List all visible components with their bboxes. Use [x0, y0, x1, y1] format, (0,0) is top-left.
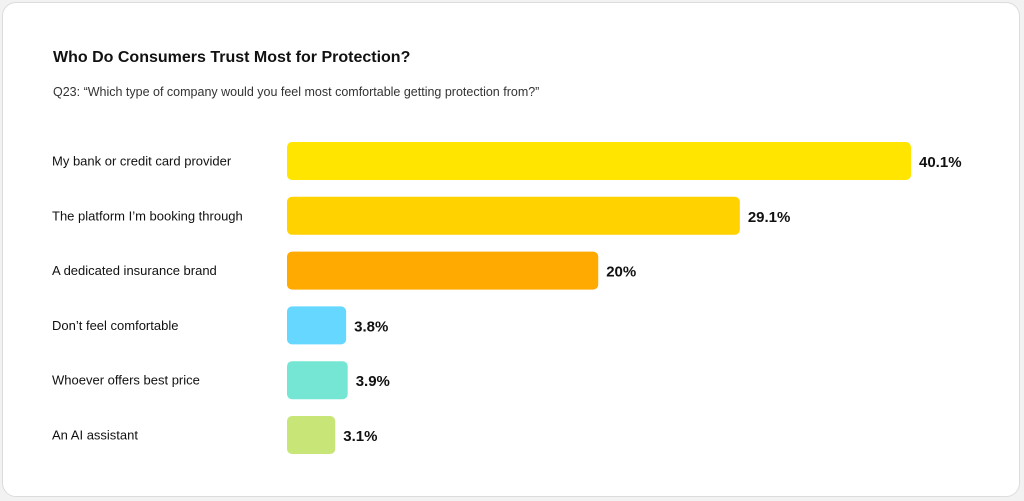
value-label: 3.1% [343, 428, 377, 445]
value-label: 20% [606, 264, 636, 281]
category-label: My bank or credit card provider [52, 154, 232, 169]
category-label: A dedicated insurance brand [52, 263, 217, 278]
bar [287, 416, 336, 454]
bar [287, 142, 911, 180]
bar [287, 361, 348, 400]
value-label: 3.9% [356, 373, 390, 390]
category-label: An AI assistant [52, 428, 138, 443]
category-label: The platform I’m booking through [52, 208, 243, 223]
value-label: 3.8% [354, 318, 388, 335]
bar [287, 306, 347, 345]
category-label: Don’t feel comfortable [52, 318, 178, 333]
chart-title: Who Do Consumers Trust Most for Protecti… [53, 49, 411, 66]
value-label: 29.1% [748, 209, 791, 226]
chart-subtitle: Q23: “Which type of company would you fe… [53, 85, 540, 99]
bar [287, 251, 599, 290]
category-label: Whoever offers best price [52, 373, 200, 388]
bar [287, 196, 740, 235]
value-label: 40.1% [919, 154, 962, 171]
